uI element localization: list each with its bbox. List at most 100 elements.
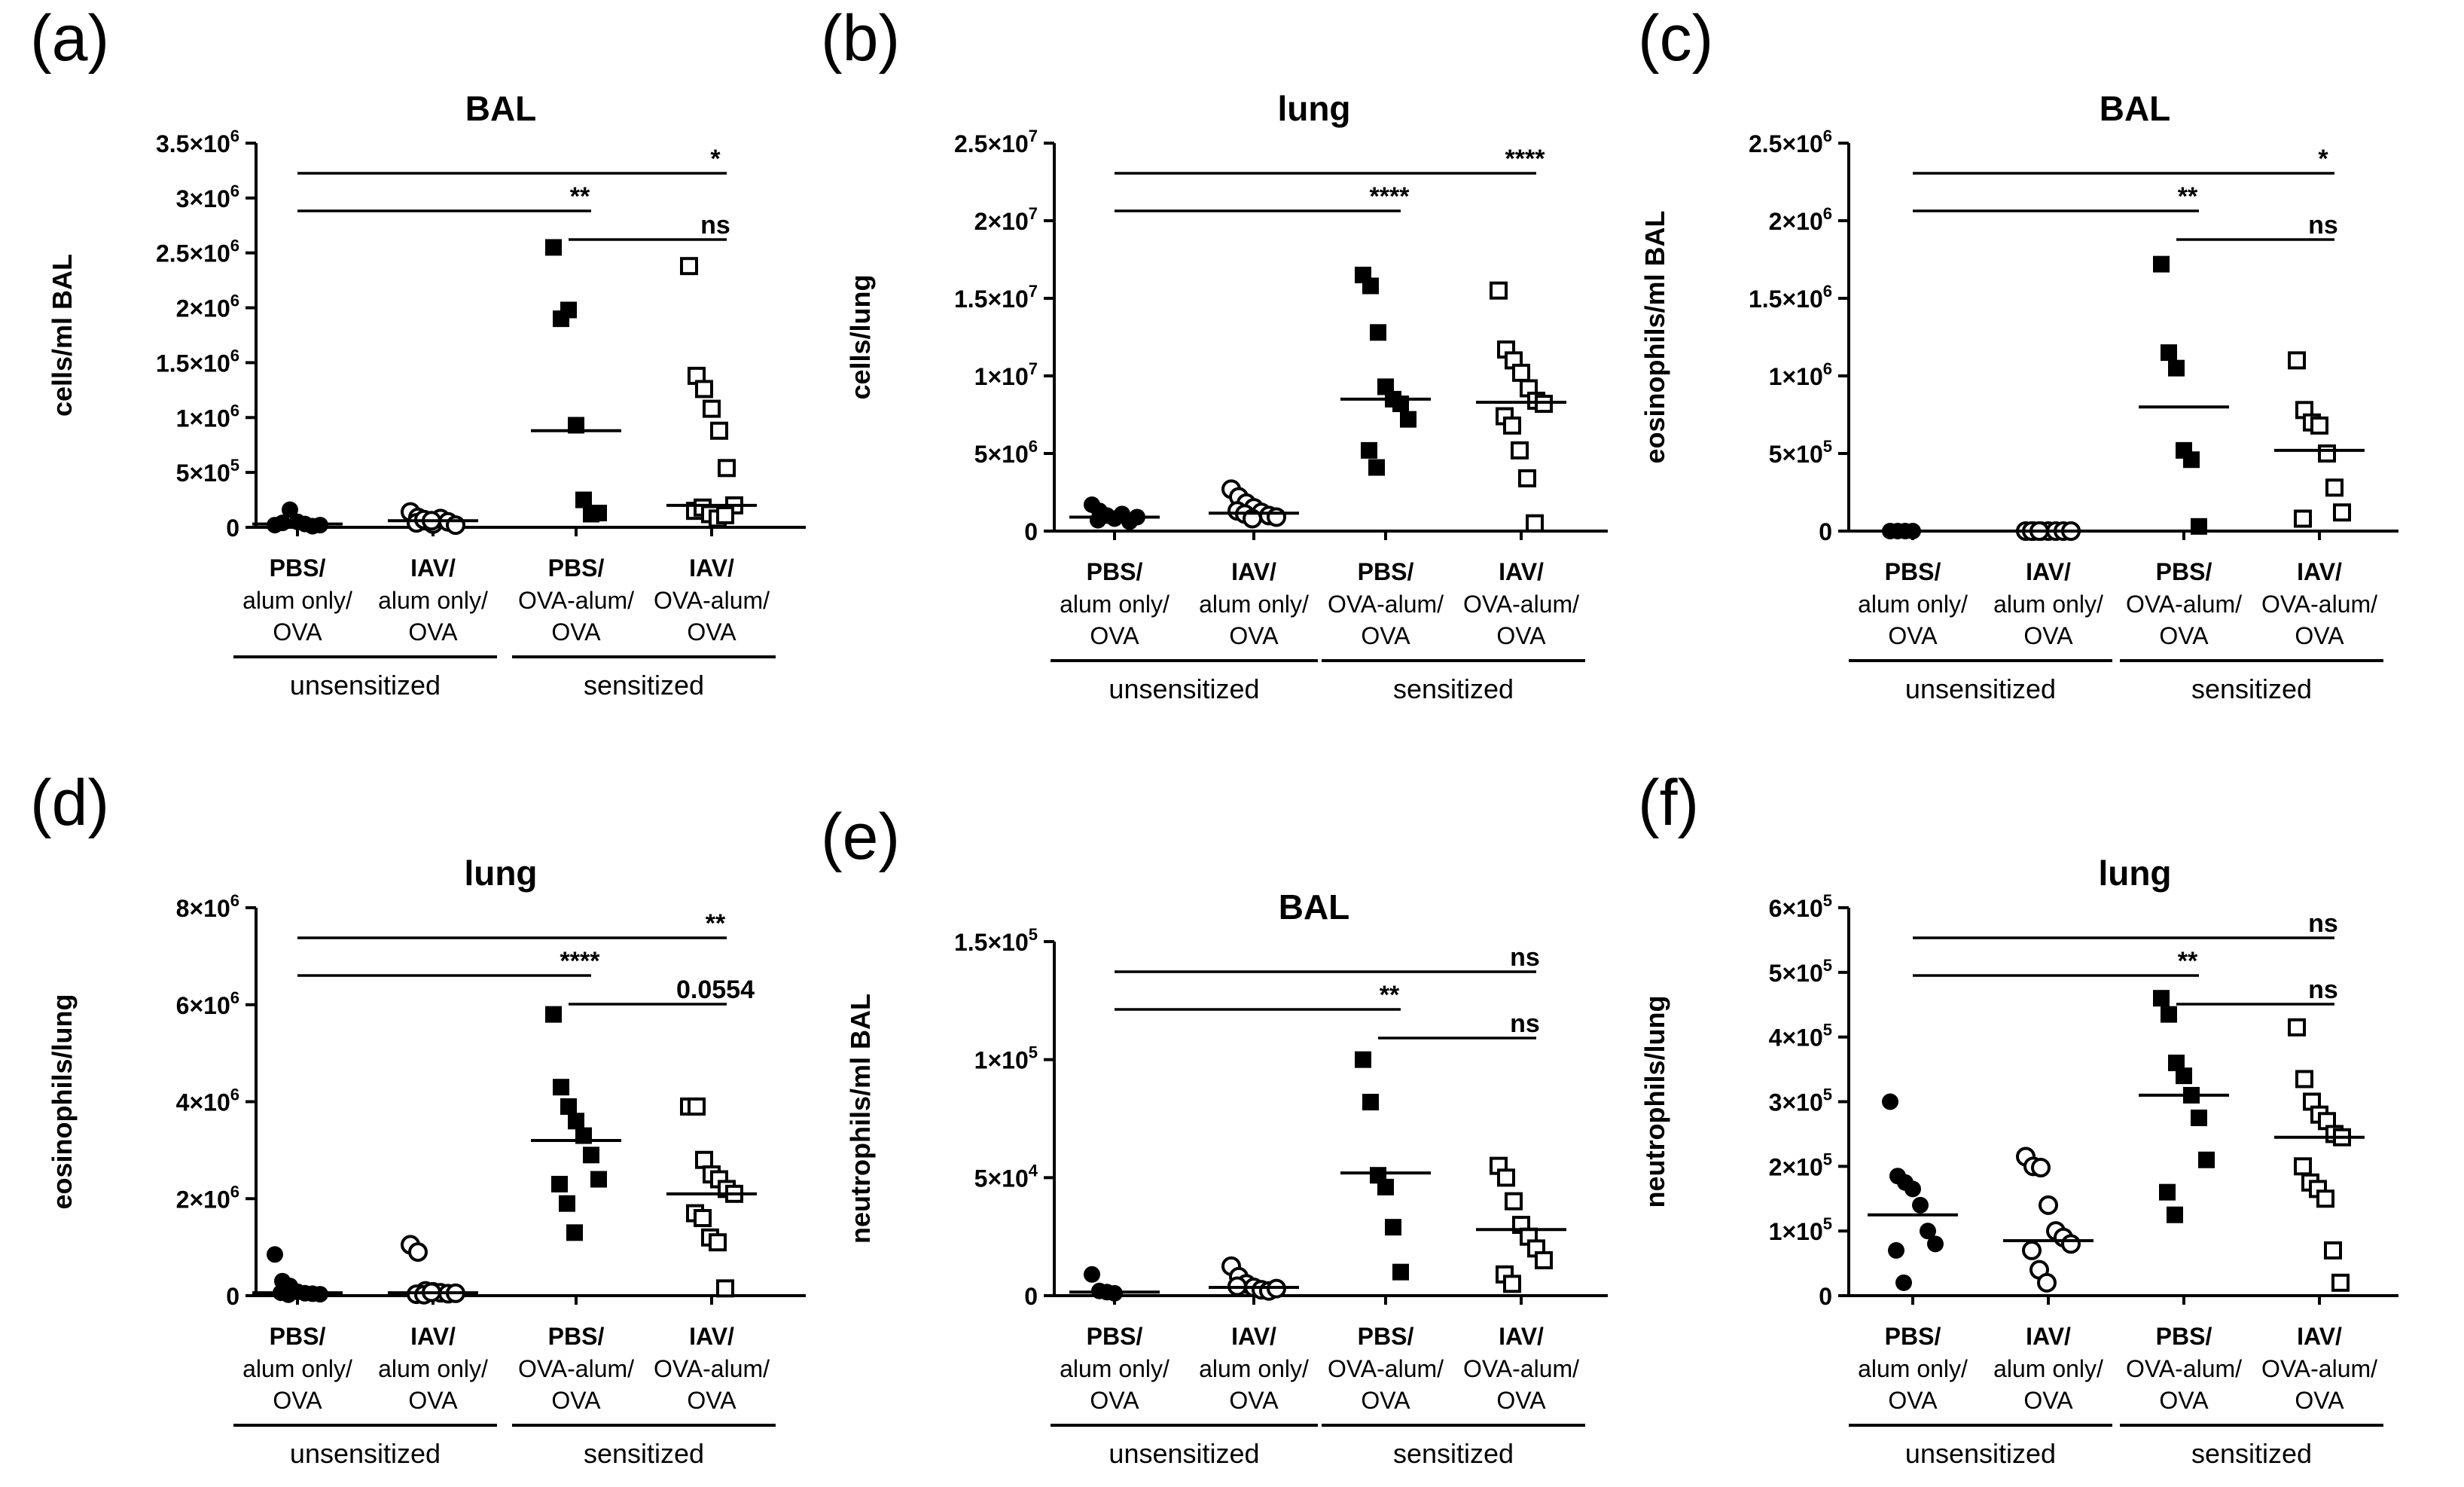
category-label-sub: OVA (2159, 622, 2209, 649)
y-tick-label: 0 (1819, 1283, 1832, 1310)
y-tick-label: 5×105 (1769, 437, 1832, 468)
data-point (1920, 1223, 1936, 1240)
data-point (1505, 1192, 1523, 1211)
chart-title: BAL (465, 89, 537, 128)
category-label-sub: OVA-alum/ (2261, 591, 2377, 618)
group-label: unsensitized (1108, 1438, 1259, 1469)
data-point (1904, 1180, 1921, 1198)
chart-panel-1: (a) BAL cells/ml BAL 0 5×105 1×106 1.5×106 2×10… (30, 2, 806, 701)
y-tick-label: 5×105 (1769, 956, 1832, 987)
panel-letter: (b) (821, 2, 900, 75)
y-tick-label: 2.5×107 (954, 127, 1038, 157)
category-label-sub: alum only/ (1993, 591, 2103, 618)
y-tick-label: 4×106 (176, 1085, 239, 1116)
category-label-main: IAV/ (1499, 558, 1544, 585)
chart-title: BAL (2100, 89, 2171, 128)
data-point (1362, 1094, 1379, 1111)
data-point (267, 1246, 283, 1263)
significance-label: ns (2308, 976, 2338, 1004)
y-axis-label: neutrophils/ml BAL (845, 994, 876, 1244)
data-point (1090, 511, 1106, 529)
data-point (2061, 1234, 2081, 1254)
category-label-sub: OVA (1888, 1387, 1938, 1414)
data-point (2316, 1189, 2334, 1208)
group-label: unsensitized (1905, 1438, 2056, 1469)
category-label-sub: OVA-alum/ (2126, 1355, 2242, 1382)
data-point (1361, 441, 1377, 459)
category-label-sub: alum only/ (242, 587, 352, 614)
chart-panel-6: (f) lung neutrophils/lung 0 1×105 2×105 3×105 4… (1638, 767, 2398, 1469)
category-label-main: IAV/ (2026, 1323, 2071, 1350)
significance-label: ** (1380, 981, 1400, 1009)
data-point (694, 1209, 712, 1227)
y-tick-label: 1×107 (974, 359, 1038, 390)
data-point (2039, 1195, 2058, 1215)
data-point (583, 1147, 599, 1164)
y-tick-label: 5×106 (974, 437, 1038, 468)
data-point (2310, 416, 2328, 435)
category-label-sub: alum only/ (1199, 1355, 1309, 1382)
group-label: unsensitized (290, 670, 441, 701)
data-point (1400, 411, 1416, 428)
category-label-sub: OVA-alum/ (518, 1355, 634, 1382)
data-point (2325, 478, 2344, 497)
group-label: unsensitized (1905, 673, 2056, 704)
data-point (575, 491, 592, 508)
y-axis-label: cells/ml BAL (47, 254, 78, 417)
chart-panel-5: (e) BAL neutrophils/ml BAL 0 5×104 1×105 1.5×1… (821, 801, 1608, 1469)
y-tick-label: 2×106 (176, 292, 239, 322)
category-label-main: IAV/ (410, 554, 456, 582)
category-label-main: PBS/ (1358, 558, 1414, 585)
category-label-main: IAV/ (1231, 558, 1276, 585)
significance-label: **** (560, 947, 601, 976)
data-point (2331, 1273, 2350, 1292)
panel-letter: (c) (1638, 2, 1713, 75)
data-point (1497, 1168, 1515, 1187)
category-label-main: IAV/ (689, 1323, 734, 1350)
group-label: sensitized (584, 1438, 704, 1469)
significance-label: ** (2178, 182, 2198, 211)
category-label-main: IAV/ (689, 554, 734, 582)
category-label-main: IAV/ (1231, 1323, 1276, 1350)
group-label: sensitized (2191, 673, 2312, 704)
category-label-sub: OVA (687, 1387, 736, 1414)
data-point (566, 1224, 583, 1241)
y-tick-label: 4×105 (1769, 1021, 1832, 1052)
data-point (545, 239, 562, 256)
data-point (2153, 990, 2170, 1007)
y-axis-label: neutrophils/lung (1639, 996, 1670, 1208)
data-point (560, 301, 577, 319)
data-point (1512, 363, 1530, 382)
category-label-sub: alum only/ (378, 1355, 488, 1382)
data-point (2176, 1067, 2192, 1085)
chart-title: lung (1277, 89, 1350, 128)
data-point (568, 1113, 584, 1130)
data-point (1535, 1251, 1553, 1269)
category-label-sub: alum only/ (242, 1355, 352, 1382)
data-point (2191, 518, 2207, 535)
significance-label: **** (1370, 182, 1410, 211)
group-label: unsensitized (290, 1438, 441, 1469)
data-point (1362, 277, 1379, 295)
category-label-sub: OVA (408, 618, 458, 646)
data-point (1084, 1266, 1100, 1283)
data-point (1392, 1263, 1409, 1281)
category-label-main: PBS/ (2156, 558, 2212, 585)
category-label-sub: OVA (1888, 622, 1938, 649)
data-point (559, 1195, 575, 1212)
data-point (718, 459, 736, 478)
y-tick-label: 2.5×106 (156, 237, 239, 267)
y-tick-label: 2×106 (176, 1182, 239, 1213)
category-label-main: PBS/ (1358, 1323, 1414, 1350)
category-label-main: IAV/ (2026, 558, 2071, 585)
y-tick-label: 2×105 (1769, 1150, 1832, 1180)
y-tick-label: 3.5×106 (156, 127, 239, 157)
category-label-sub: OVA-alum/ (2126, 591, 2242, 618)
category-label-sub: OVA (273, 1387, 322, 1414)
data-point (1267, 507, 1286, 527)
category-label-sub: OVA (687, 618, 736, 646)
y-tick-label: 1×105 (1769, 1214, 1832, 1245)
category-label-sub: OVA (551, 1387, 601, 1414)
data-point (282, 501, 298, 518)
data-point (2318, 444, 2336, 463)
